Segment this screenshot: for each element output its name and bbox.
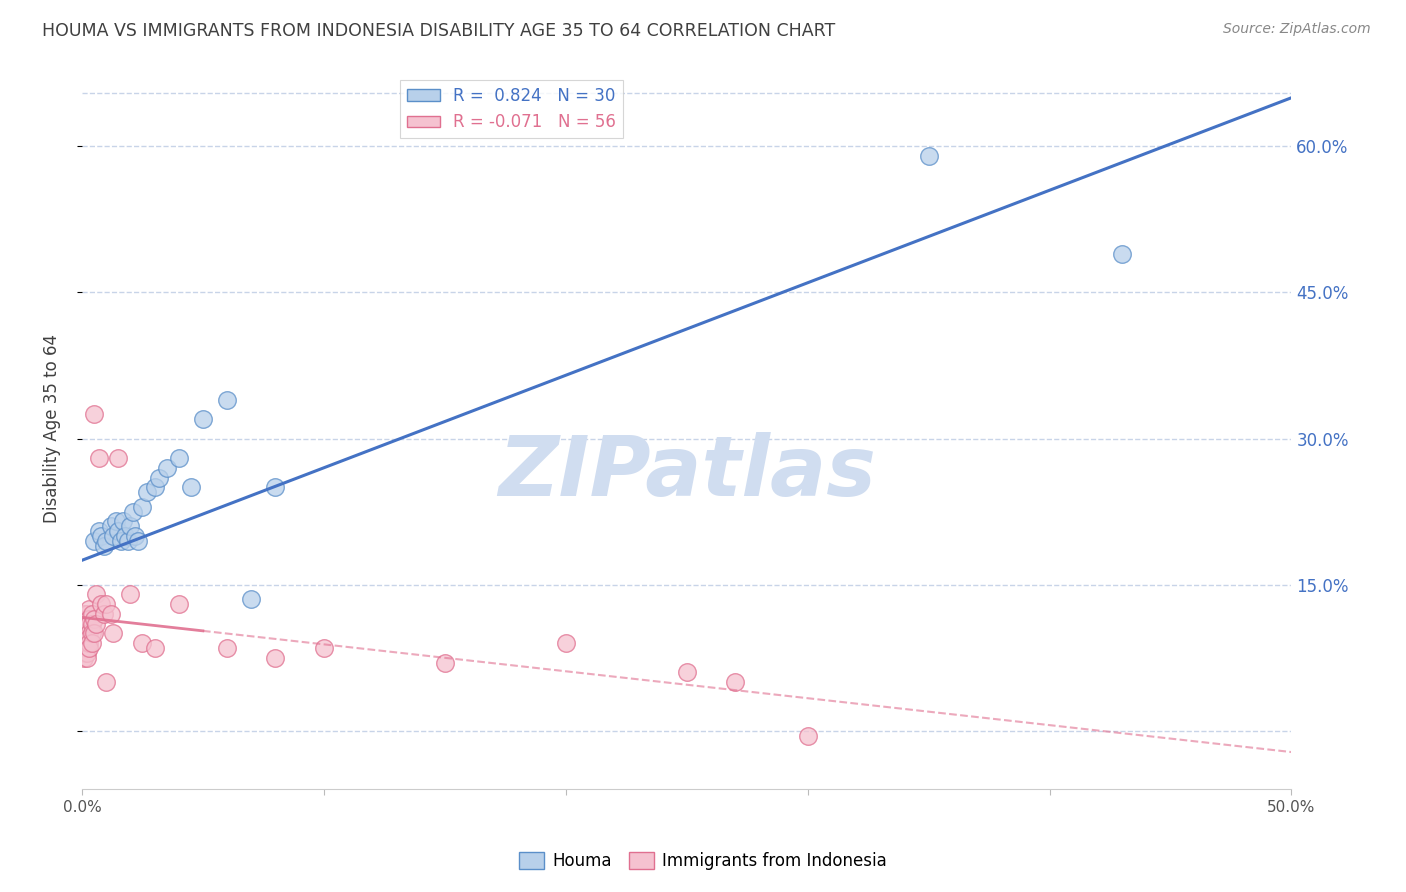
Point xyxy=(94,675,117,690)
Point xyxy=(77,626,100,640)
Legend: R =  0.824   N = 30, R = -0.071   N = 56: R = 0.824 N = 30, R = -0.071 N = 56 xyxy=(399,80,623,138)
Point xyxy=(76,636,98,650)
Point xyxy=(76,616,98,631)
Point xyxy=(80,626,103,640)
Point xyxy=(117,533,139,548)
Point xyxy=(87,524,110,538)
Point xyxy=(83,533,105,548)
Point xyxy=(131,636,153,650)
Point xyxy=(94,597,117,611)
Point xyxy=(73,650,96,665)
Point xyxy=(77,640,100,655)
Point xyxy=(83,626,105,640)
Point xyxy=(217,640,239,655)
Point xyxy=(191,412,214,426)
Point xyxy=(76,631,98,645)
Point xyxy=(80,636,103,650)
Point xyxy=(121,505,143,519)
Point xyxy=(110,533,132,548)
Point xyxy=(112,514,135,528)
Point xyxy=(107,451,129,466)
Point xyxy=(76,650,98,665)
Point xyxy=(675,665,697,680)
Point xyxy=(77,631,100,645)
Point xyxy=(312,640,335,655)
Point xyxy=(148,470,170,484)
Point xyxy=(103,626,125,640)
Point xyxy=(180,480,202,494)
Point xyxy=(100,607,122,621)
Point xyxy=(136,485,159,500)
Point xyxy=(80,616,103,631)
Point xyxy=(433,656,456,670)
Point xyxy=(264,650,287,665)
Point xyxy=(124,529,146,543)
Legend: Houma, Immigrants from Indonesia: Houma, Immigrants from Indonesia xyxy=(513,845,893,877)
Point xyxy=(796,729,818,743)
Point xyxy=(73,626,96,640)
Point xyxy=(77,636,100,650)
Point xyxy=(73,612,96,626)
Point xyxy=(86,616,108,631)
Point xyxy=(80,607,103,621)
Point xyxy=(73,622,96,636)
Point xyxy=(107,524,129,538)
Text: ZIPatlas: ZIPatlas xyxy=(498,432,876,513)
Y-axis label: Disability Age 35 to 64: Disability Age 35 to 64 xyxy=(44,334,60,524)
Point xyxy=(94,533,117,548)
Text: HOUMA VS IMMIGRANTS FROM INDONESIA DISABILITY AGE 35 TO 64 CORRELATION CHART: HOUMA VS IMMIGRANTS FROM INDONESIA DISAB… xyxy=(42,22,835,40)
Point xyxy=(120,587,142,601)
Point xyxy=(76,626,98,640)
Point xyxy=(73,640,96,655)
Point xyxy=(86,587,108,601)
Point xyxy=(131,500,153,514)
Point xyxy=(103,529,125,543)
Point xyxy=(127,533,149,548)
Point xyxy=(724,675,747,690)
Point xyxy=(73,646,96,660)
Point xyxy=(76,612,98,626)
Point xyxy=(73,607,96,621)
Point xyxy=(240,592,263,607)
Point xyxy=(104,514,127,528)
Point xyxy=(77,616,100,631)
Point xyxy=(156,460,179,475)
Point xyxy=(83,407,105,421)
Point xyxy=(76,640,98,655)
Point xyxy=(114,529,136,543)
Point xyxy=(264,480,287,494)
Point xyxy=(167,451,190,466)
Point xyxy=(217,392,239,407)
Point xyxy=(120,519,142,533)
Point xyxy=(90,529,112,543)
Point xyxy=(1111,246,1133,260)
Point xyxy=(83,612,105,626)
Point xyxy=(100,519,122,533)
Point xyxy=(554,636,576,650)
Point xyxy=(76,646,98,660)
Point xyxy=(87,451,110,466)
Point xyxy=(90,597,112,611)
Text: Source: ZipAtlas.com: Source: ZipAtlas.com xyxy=(1223,22,1371,37)
Point xyxy=(93,607,115,621)
Point xyxy=(143,640,166,655)
Point xyxy=(76,607,98,621)
Point xyxy=(73,616,96,631)
Point xyxy=(73,636,96,650)
Point xyxy=(73,631,96,645)
Point xyxy=(77,612,100,626)
Point xyxy=(76,622,98,636)
Point xyxy=(93,539,115,553)
Point xyxy=(143,480,166,494)
Point xyxy=(77,602,100,616)
Point xyxy=(167,597,190,611)
Point xyxy=(917,149,939,163)
